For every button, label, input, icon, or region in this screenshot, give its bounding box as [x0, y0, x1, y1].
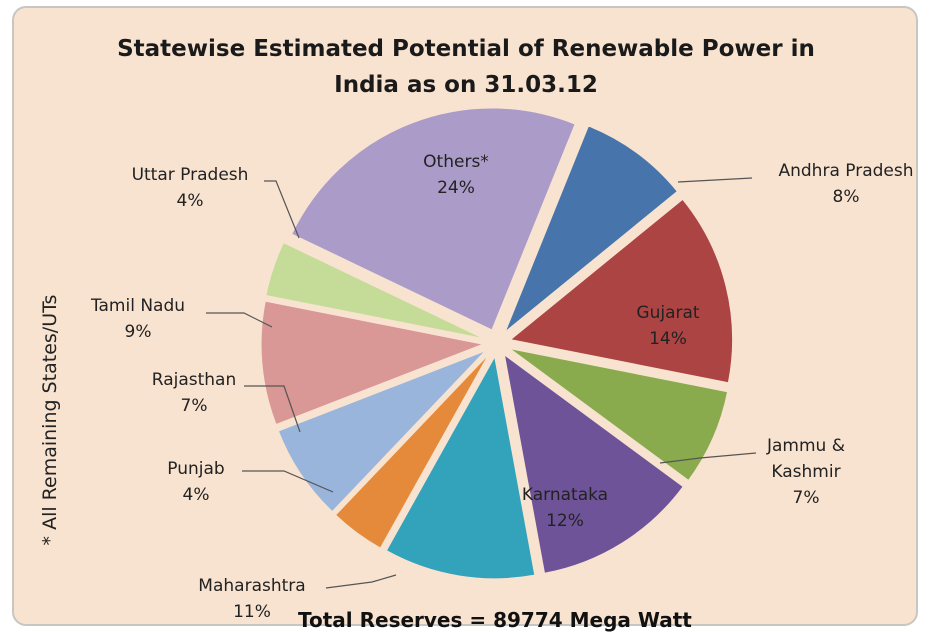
leader-line-jammu-kashmir: [659, 452, 757, 464]
slice-label-karnataka: Karnataka 12%: [522, 485, 608, 531]
slice-label-uttar-pradesh: Uttar Pradesh 4%: [132, 165, 249, 211]
slice-percent-karnataka: 12%: [546, 511, 584, 531]
slice-percent-jammu-kashmir: 7%: [793, 488, 820, 508]
pie-slice-tamil-nadu: [260, 300, 485, 426]
leader-line-uttar-pradesh: [264, 180, 300, 239]
slice-name-gujarat: Gujarat: [636, 303, 699, 323]
leader-line-tamil-nadu: [206, 312, 273, 328]
slice-percent-maharashtra: 11%: [233, 602, 271, 622]
pie-slice-punjab: [334, 353, 490, 549]
slice-label-maharashtra: Maharashtra 11%: [198, 576, 305, 622]
slice-label-andhra-pradesh: Andhra Pradesh 8%: [778, 161, 913, 207]
slice-name-jammu-kashmir: Jammu &: [766, 436, 845, 456]
slice-name-maharashtra: Maharashtra: [198, 576, 305, 596]
slice-label-rajasthan: Rajasthan 7%: [152, 370, 237, 416]
slice-percent-andhra-pradesh: 8%: [833, 187, 860, 207]
slice-label-jammu-kashmir: Jammu & Kashmir 7%: [766, 436, 845, 508]
slice-percent-tamil-nadu: 9%: [125, 322, 152, 342]
slice-percent-others: 24%: [437, 178, 475, 198]
pie-slice-gujarat: [509, 198, 734, 384]
slice-label-gujarat: Gujarat 14%: [636, 303, 699, 349]
leader-line-punjab: [242, 470, 334, 493]
pie-slice-others: [291, 107, 576, 331]
pie-slice-maharashtra: [385, 355, 536, 580]
side-note: * All Remaining States/UTs: [39, 295, 61, 546]
pie-slice-jammu-kashmir: [509, 348, 729, 482]
pie-slice-rajasthan: [277, 350, 486, 513]
leader-line-maharashtra: [325, 574, 397, 589]
chart-title-line-2: India as on 31.03.12: [334, 72, 598, 98]
slice-label-tamil-nadu: Tamil Nadu 9%: [90, 296, 185, 342]
chart-title-line-1: Statewise Estimated Potential of Renewab…: [117, 36, 815, 62]
slice-name-tamil-nadu: Tamil Nadu: [90, 296, 185, 316]
slice-percent-punjab: 4%: [183, 485, 210, 505]
slice-name-andhra-pradesh: Andhra Pradesh: [778, 161, 913, 181]
leader-line-andhra-pradesh: [677, 177, 753, 183]
pie-slice-karnataka: [503, 353, 684, 574]
slice-percent-gujarat: 14%: [649, 329, 687, 349]
slice-name-karnataka: Karnataka: [522, 485, 608, 505]
slice-percent-uttar-pradesh: 4%: [177, 191, 204, 211]
total-reserves-footer: Total Reserves = 89774 Mega Watt: [298, 608, 692, 632]
pie-slice-uttar-pradesh: [265, 241, 484, 340]
slice-label-punjab: Punjab 4%: [167, 459, 224, 505]
slice-name-others: Others*: [423, 152, 489, 172]
slice-name-uttar-pradesh: Uttar Pradesh: [132, 165, 249, 185]
pie-slice-andhra-pradesh: [504, 125, 679, 333]
slice-name-jammu-kashmir: Kashmir: [771, 462, 840, 482]
slice-name-rajasthan: Rajasthan: [152, 370, 237, 390]
slice-name-punjab: Punjab: [167, 459, 224, 479]
leader-line-rajasthan: [244, 385, 301, 433]
slice-percent-rajasthan: 7%: [181, 396, 208, 416]
slice-label-others: Others* 24%: [423, 152, 489, 198]
